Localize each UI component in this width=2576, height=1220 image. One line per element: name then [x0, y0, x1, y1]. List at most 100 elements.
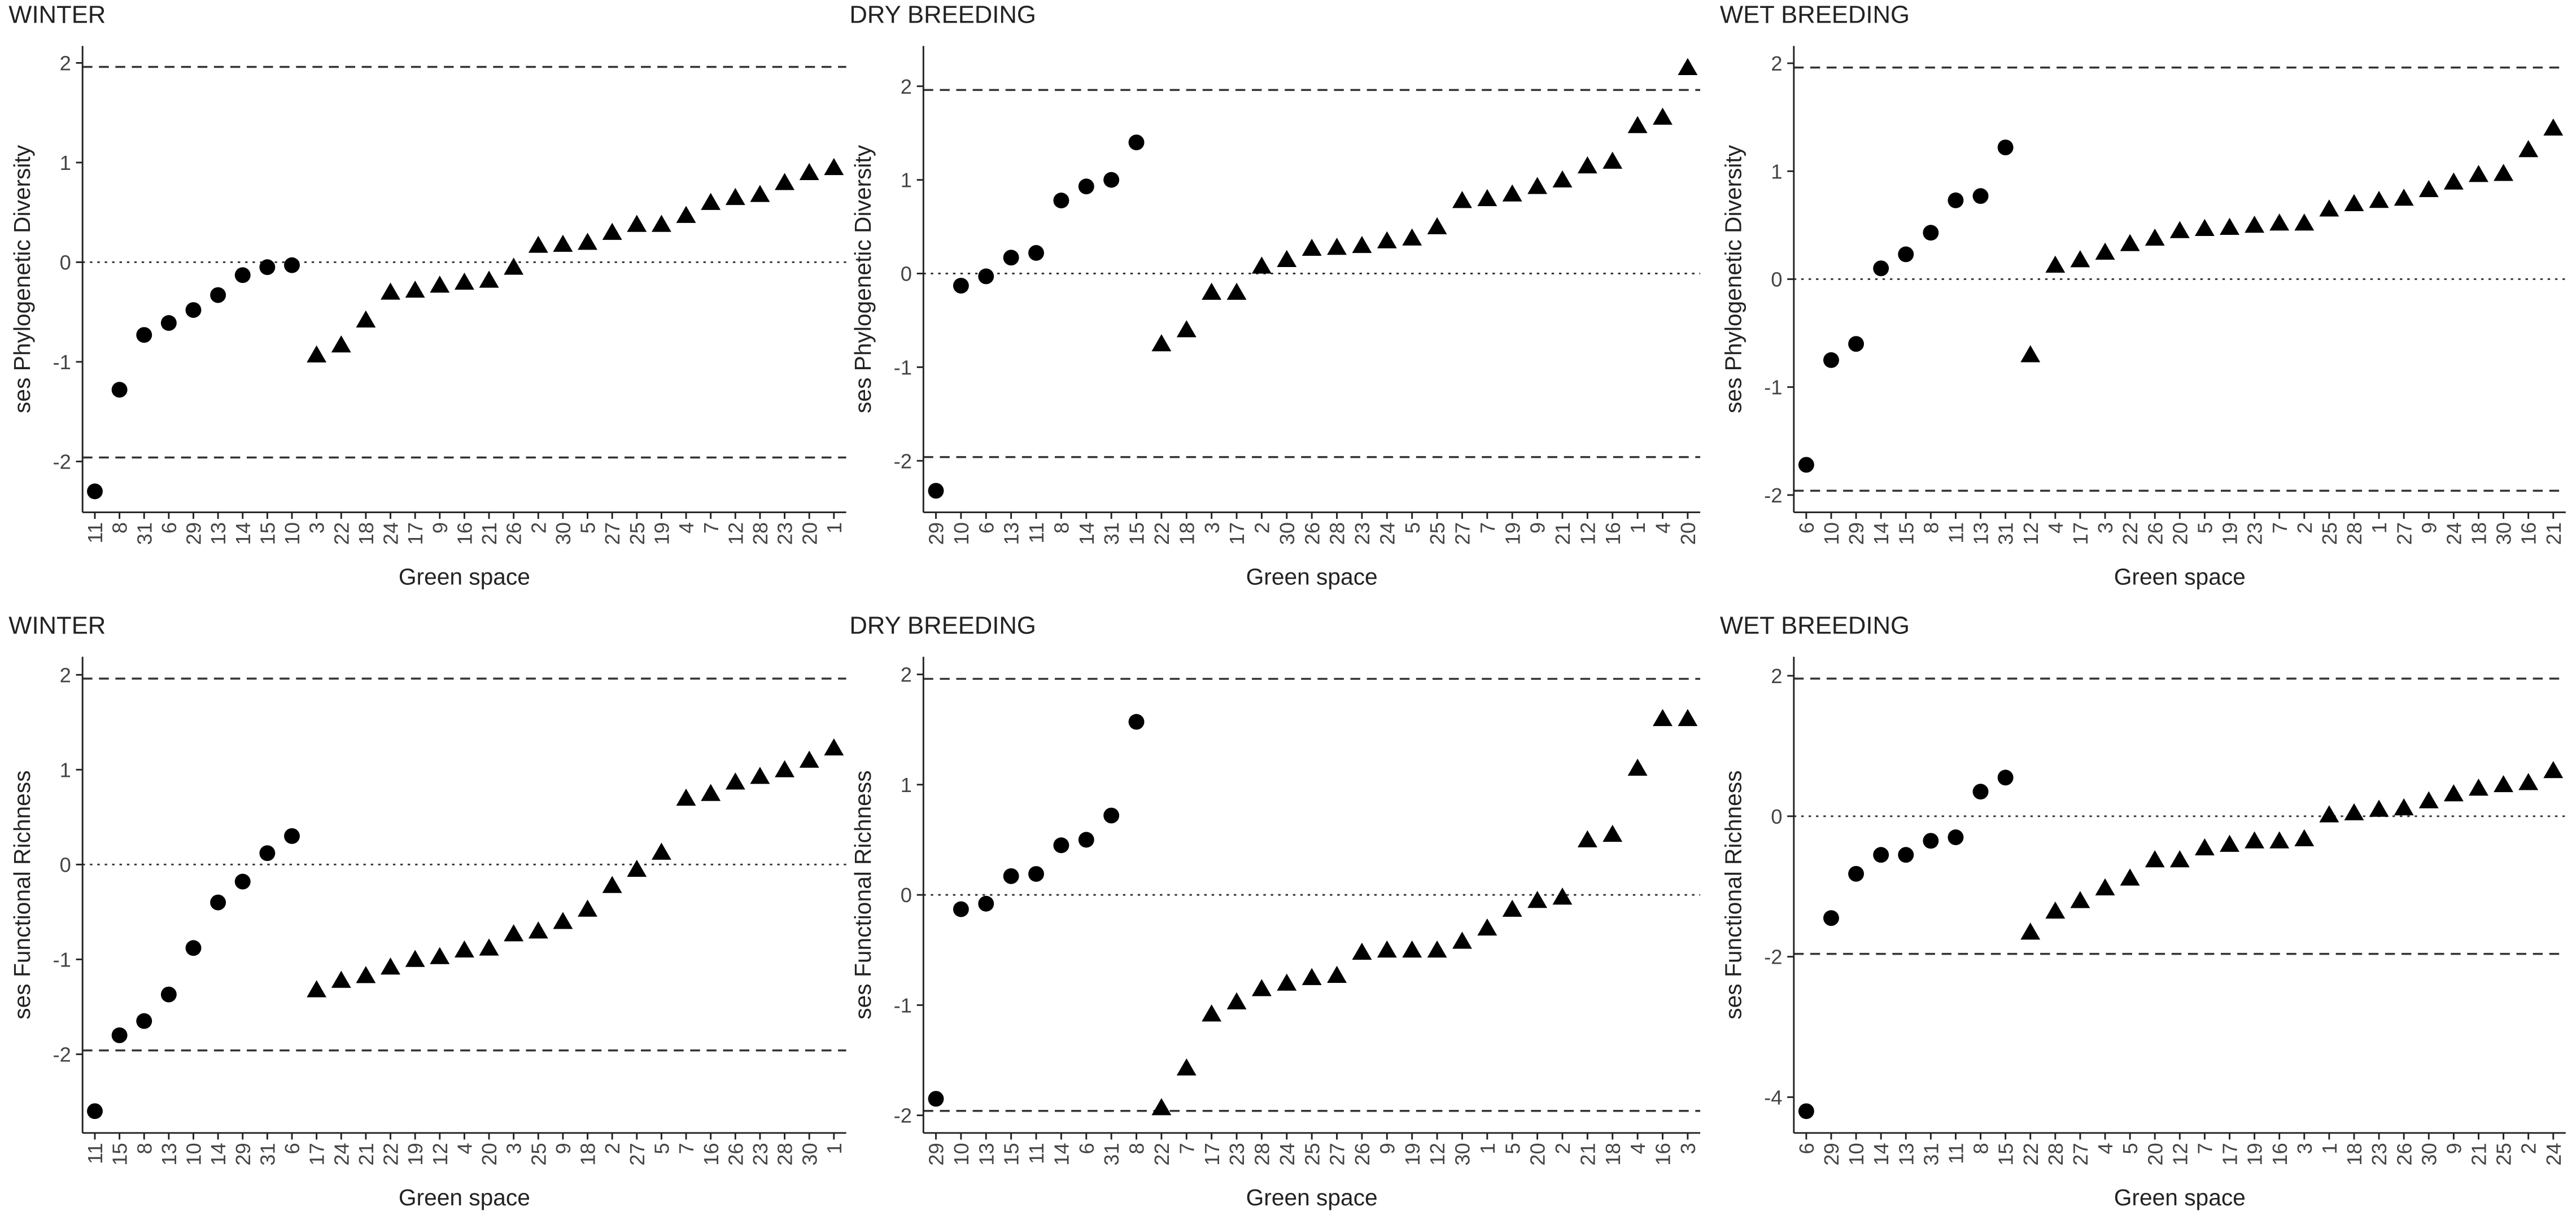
point: [775, 760, 795, 777]
x-tick-label: 28: [774, 1143, 797, 1165]
x-tick-label: 1: [823, 522, 846, 534]
x-tick-label: 7: [700, 522, 723, 534]
x-tick-label: 19: [1501, 522, 1524, 545]
panel-title: DRY BREEDING: [849, 2, 1036, 29]
y-tick-label: 1: [60, 151, 71, 174]
x-tick-label: 23: [749, 1143, 772, 1165]
point: [1103, 807, 1120, 824]
point: [602, 222, 622, 240]
y-tick-label: -2: [53, 451, 71, 474]
x-tick-label: 30: [2417, 1143, 2440, 1165]
point: [1848, 336, 1865, 352]
x-tick-label: 10: [950, 522, 973, 545]
point: [1202, 282, 1222, 300]
point: [799, 750, 819, 768]
x-tick-label: 5: [1401, 522, 1424, 534]
x-tick-label: 9: [2442, 1143, 2465, 1154]
point: [430, 947, 450, 964]
y-axis-label: ses Phylogenetic Diversity: [9, 145, 35, 413]
x-tick-label: 25: [1300, 1143, 1324, 1165]
x-tick-label: 3: [305, 522, 329, 534]
point: [1377, 231, 1397, 248]
x-tick-label: 20: [2143, 1143, 2167, 1165]
x-tick-label: 10: [1845, 1143, 1868, 1165]
x-tick-label: 10: [1820, 522, 1843, 545]
x-tick-label: 15: [1894, 522, 1918, 545]
x-tick-label: 18: [2343, 1143, 2366, 1165]
x-tick-label: 11: [1025, 522, 1048, 544]
y-tick-label: 0: [901, 263, 912, 286]
panel-title: WINTER: [8, 2, 106, 29]
x-tick-label: 22: [330, 522, 353, 545]
point: [676, 205, 696, 223]
x-tick-label: 11: [84, 522, 107, 544]
y-tick-label: 2: [1771, 664, 1782, 688]
x-tick-label: 16: [1652, 1143, 1675, 1165]
x-tick-label: 6: [975, 522, 998, 534]
y-tick-label: 1: [60, 758, 71, 781]
x-tick-label: 18: [577, 1143, 600, 1165]
point: [928, 1091, 944, 1107]
point: [331, 970, 351, 988]
x-tick-label: 30: [2492, 522, 2516, 545]
point: [1053, 837, 1069, 854]
x-axis-label: Green space: [1246, 1184, 1378, 1210]
x-tick-label: 15: [256, 522, 279, 545]
x-tick-label: 2: [2293, 522, 2316, 534]
x-tick-label: 30: [1276, 522, 1299, 545]
point: [259, 259, 276, 276]
point: [1202, 1004, 1222, 1022]
point: [1277, 250, 1297, 267]
x-tick-label: 7: [1476, 522, 1499, 534]
x-tick-label: 22: [2019, 1143, 2042, 1165]
x-tick-label: 14: [207, 1143, 230, 1165]
x-tick-label: 6: [1795, 522, 1818, 534]
x-tick-label: 19: [404, 1143, 427, 1165]
point: [2194, 838, 2215, 856]
x-tick-label: 29: [232, 1143, 255, 1165]
x-tick-label: 3: [503, 1143, 526, 1154]
x-tick-label: 14: [1870, 522, 1893, 545]
x-tick-label: 11: [1025, 1143, 1048, 1164]
x-axis-label: Green space: [399, 1184, 530, 1210]
point: [2543, 761, 2564, 779]
x-tick-label: 17: [1225, 522, 1248, 545]
point: [210, 287, 226, 303]
point: [479, 938, 499, 956]
point: [799, 163, 819, 180]
x-tick-label: 24: [1276, 1143, 1299, 1165]
point: [454, 940, 474, 957]
point: [1923, 833, 1939, 849]
x-tick-label: 25: [527, 1143, 550, 1165]
x-tick-label: 31: [1919, 1143, 1942, 1165]
x-tick-label: 20: [478, 1143, 501, 1165]
point: [2344, 803, 2364, 820]
x-tick-label: 6: [281, 1143, 304, 1154]
point: [479, 270, 499, 288]
point: [430, 276, 450, 293]
point: [2319, 199, 2339, 217]
y-tick-label: -4: [1764, 1086, 1782, 1109]
x-tick-label: 13: [207, 522, 230, 545]
point: [2469, 779, 2488, 796]
x-tick-label: 17: [305, 1143, 329, 1165]
x-tick-label: 20: [1526, 1143, 1549, 1165]
point: [1603, 151, 1623, 169]
point: [2045, 255, 2066, 273]
panel-title: WINTER: [8, 613, 106, 640]
x-tick-label: 21: [2468, 1143, 2491, 1165]
point: [2369, 190, 2389, 208]
x-tick-label: 3: [1200, 522, 1224, 534]
point: [1823, 352, 1839, 368]
point: [953, 278, 969, 294]
x-tick-label: 19: [650, 522, 674, 545]
point: [2095, 878, 2115, 896]
point: [2344, 194, 2364, 211]
point: [2220, 217, 2239, 235]
point: [1176, 1058, 1197, 1076]
point: [1972, 188, 1989, 204]
point: [1352, 235, 1372, 253]
point: [2518, 773, 2539, 790]
x-tick-label: 29: [925, 522, 948, 545]
x-tick-label: 24: [2542, 1143, 2565, 1165]
